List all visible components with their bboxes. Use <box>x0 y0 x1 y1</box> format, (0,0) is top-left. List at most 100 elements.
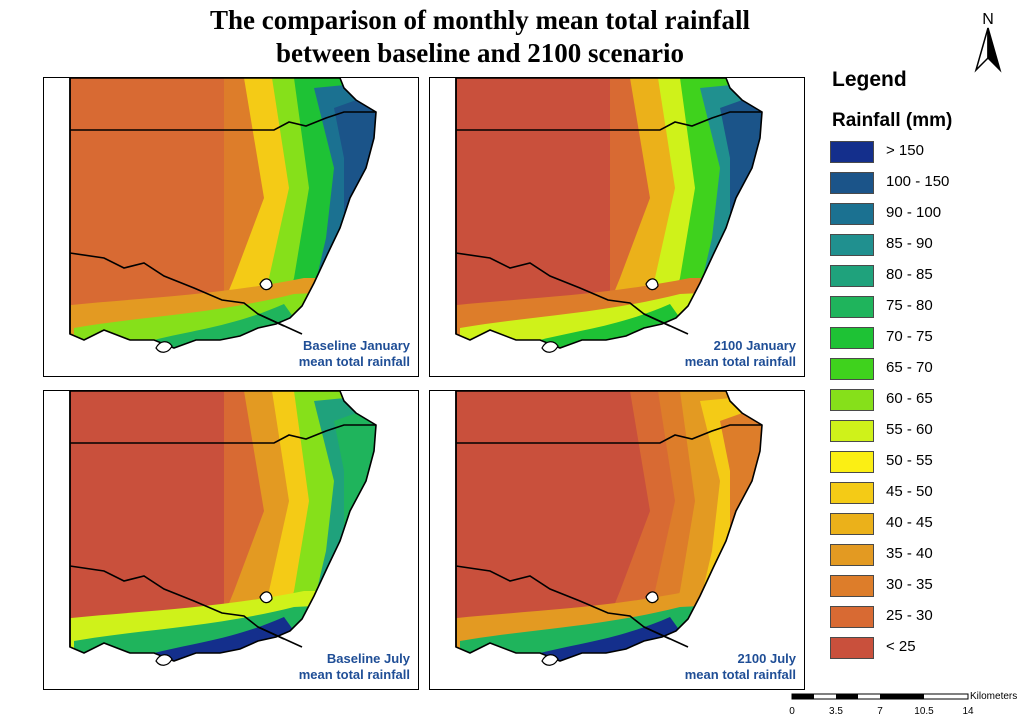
state-border <box>69 565 285 640</box>
state-border <box>69 252 285 327</box>
legend-title: Legend <box>832 68 907 91</box>
caption-line-1: 2100 January <box>713 338 796 353</box>
caption-line-2: mean total rainfall <box>298 354 410 369</box>
rainfall-map <box>430 78 804 376</box>
legend-label: < 25 <box>886 638 916 655</box>
caption-line-2: mean total rainfall <box>684 354 796 369</box>
north-arrow-icon: N <box>974 11 1002 73</box>
title-line-1: The comparison of monthly mean total rai… <box>210 5 750 35</box>
legend-swatch <box>830 451 874 473</box>
legend-swatch <box>830 203 874 225</box>
state-border <box>70 111 376 131</box>
legend-swatch <box>830 637 874 659</box>
legend-swatch <box>830 265 874 287</box>
rainfall-band <box>720 78 762 278</box>
rainfall-map <box>44 391 418 689</box>
legend-label: 80 - 85 <box>886 266 933 283</box>
legend-swatch <box>830 389 874 411</box>
state-border <box>257 313 303 335</box>
legend-swatch <box>830 172 874 194</box>
legend-swatch <box>830 420 874 442</box>
scale-tick: 0 <box>789 706 795 717</box>
bay <box>155 341 173 353</box>
legend-swatch <box>830 482 874 504</box>
scale-tick: 10.5 <box>914 706 934 717</box>
title-line-2: between baseline and 2100 scenario <box>276 38 684 68</box>
bay <box>541 654 559 666</box>
lake <box>259 591 273 604</box>
state-border <box>455 565 671 640</box>
rainfall-band <box>334 78 376 278</box>
coastline <box>455 391 763 662</box>
map-panel-2100-july: 2100 July mean total rainfall <box>429 390 805 690</box>
map-title: The comparison of monthly mean total rai… <box>150 4 810 70</box>
legend-swatch <box>830 296 874 318</box>
rainfall-band <box>334 391 376 591</box>
state-border <box>257 626 303 648</box>
southern-band <box>540 617 680 661</box>
state-border <box>456 424 762 444</box>
legend-label: 75 - 80 <box>886 297 933 314</box>
legend-label: 45 - 50 <box>886 483 933 500</box>
caption-line-1: Baseline July <box>326 651 410 666</box>
legend-label: 55 - 60 <box>886 421 933 438</box>
state-border <box>456 111 762 131</box>
panel-caption: 2100 January mean total rainfall <box>685 338 796 370</box>
southern-band <box>540 304 680 348</box>
lake <box>645 278 659 291</box>
rainfall-map <box>430 391 804 689</box>
rainfall-band <box>720 391 762 591</box>
state-border <box>70 424 376 444</box>
legend-swatch <box>830 141 874 163</box>
legend-swatch <box>830 575 874 597</box>
lake <box>259 278 273 291</box>
legend-swatch <box>830 327 874 349</box>
southern-band <box>154 617 294 661</box>
legend-label: 35 - 40 <box>886 545 933 562</box>
caption-line-1: Baseline January <box>303 338 410 353</box>
bay <box>155 654 173 666</box>
legend-swatch <box>830 606 874 628</box>
coastline <box>455 78 763 349</box>
rainfall-map <box>44 78 418 376</box>
coastline <box>69 391 377 662</box>
legend-label: 90 - 100 <box>886 204 942 221</box>
legend-label: 85 - 90 <box>886 235 933 252</box>
bay <box>541 341 559 353</box>
legend-swatch <box>830 358 874 380</box>
legend-subtitle: Rainfall (mm) <box>832 110 953 131</box>
panel-caption: Baseline January mean total rainfall <box>299 338 410 370</box>
panel-caption: 2100 July mean total rainfall <box>685 651 796 683</box>
panel-caption: Baseline July mean total rainfall <box>299 651 410 683</box>
legend-swatch <box>830 544 874 566</box>
legend-label: 60 - 65 <box>886 390 933 407</box>
legend-label: 50 - 55 <box>886 452 933 469</box>
state-border <box>455 252 671 327</box>
state-border <box>643 313 689 335</box>
scale-tick: 7 <box>877 706 883 717</box>
caption-line-1: 2100 July <box>737 651 796 666</box>
scale-tick: 14 <box>962 706 974 717</box>
caption-line-2: mean total rainfall <box>298 667 410 682</box>
legend-label: 100 - 150 <box>886 173 950 190</box>
state-border <box>643 626 689 648</box>
north-label: N <box>982 11 994 28</box>
map-panel-baseline-july: Baseline July mean total rainfall <box>43 390 419 690</box>
scale-unit: Kilometers <box>970 691 1017 702</box>
legend-swatch <box>830 513 874 535</box>
coastline <box>69 78 377 349</box>
map-panel-2100-january: 2100 January mean total rainfall <box>429 77 805 377</box>
caption-line-2: mean total rainfall <box>684 667 796 682</box>
legend-label: > 150 <box>886 142 924 159</box>
legend-label: 40 - 45 <box>886 514 933 531</box>
legend-label: 30 - 35 <box>886 576 933 593</box>
scale-tick: 3.5 <box>829 706 843 717</box>
southern-band <box>154 304 294 348</box>
legend-label: 70 - 75 <box>886 328 933 345</box>
lake <box>645 591 659 604</box>
scale-bar: 0 3.5 7 10.5 14 Kilometers <box>789 691 1017 717</box>
legend-label: 25 - 30 <box>886 607 933 624</box>
map-panel-baseline-january: Baseline January mean total rainfall <box>43 77 419 377</box>
legend-swatch <box>830 234 874 256</box>
legend-label: 65 - 70 <box>886 359 933 376</box>
